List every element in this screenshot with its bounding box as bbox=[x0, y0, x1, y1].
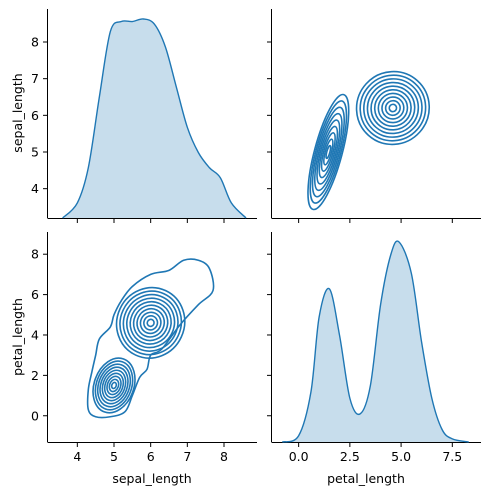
contour-mode2-level9 bbox=[359, 74, 427, 142]
axis-ticks: 4 5 6 7 8 0 2 4 6 8 4 5 6 7 8 0.0 2.5 5.0 7.5 bbox=[31, 35, 462, 465]
x-sepal-length-tick-label: 6 bbox=[147, 449, 155, 464]
x-axis-label-right: petal_length bbox=[327, 471, 405, 486]
contour-mode2-level9 bbox=[119, 290, 183, 356]
contour-mode2-level4 bbox=[377, 92, 409, 124]
panel-bottom-right bbox=[271, 232, 481, 443]
x-sepal-length-tick-label: 5 bbox=[110, 449, 118, 464]
y-sepal-length-tick-label: 6 bbox=[31, 108, 39, 123]
y-petal-length-tick-label: 8 bbox=[31, 247, 39, 262]
x-petal-length-tick-label: 0.0 bbox=[289, 449, 309, 464]
contour-mode2-level6 bbox=[370, 85, 416, 131]
y-sepal-length-tick-label: 8 bbox=[31, 35, 39, 50]
contour-mode1-level6 bbox=[99, 366, 129, 405]
y-sepal-length-tick-label: 7 bbox=[31, 71, 39, 86]
panel-top-right bbox=[271, 9, 481, 219]
contour-mode1-level9 bbox=[307, 93, 350, 211]
contour-mode1-level9 bbox=[92, 357, 136, 414]
contour-mode1-level4 bbox=[318, 125, 339, 179]
contour-mode2-level3 bbox=[381, 96, 405, 120]
contour-mode2-level1 bbox=[146, 318, 155, 328]
contour-mode1-level5 bbox=[101, 369, 127, 402]
contour-mode2-level2 bbox=[384, 99, 401, 117]
contour-mode1-level3 bbox=[106, 375, 122, 396]
x-petal-length-tick-label: 7.5 bbox=[442, 449, 462, 464]
y-petal-length-tick-label: 6 bbox=[31, 287, 39, 302]
contour-mode2-level10 bbox=[115, 286, 186, 359]
contour-mode2-level2 bbox=[143, 315, 159, 331]
panel-top-left bbox=[47, 9, 257, 219]
x-axis-label-left: sepal_length bbox=[112, 471, 191, 486]
x-sepal-length-tick-label: 4 bbox=[73, 449, 81, 464]
contour-mode2-level7 bbox=[366, 81, 420, 135]
contour-mode1-level2 bbox=[323, 138, 334, 166]
y-petal-length-tick-label: 2 bbox=[31, 368, 39, 383]
contour-mode1-level3 bbox=[320, 132, 336, 172]
contour-mode1-level7 bbox=[96, 363, 132, 408]
x-petal-length-tick-label: 5.0 bbox=[391, 449, 411, 464]
contour-mode1-level6 bbox=[313, 112, 343, 192]
y-axis-label-top: sepal_length bbox=[10, 73, 25, 152]
y-sepal-length-tick-label: 5 bbox=[31, 145, 39, 160]
kde-fill-sepal-length bbox=[62, 18, 246, 218]
kde-line-sepal-length bbox=[62, 18, 247, 219]
contour-mode1-level2 bbox=[108, 378, 120, 393]
y-petal-length-tick-label: 0 bbox=[31, 408, 39, 423]
contour-mode2-level4 bbox=[136, 307, 166, 338]
contour-mode1-level7 bbox=[311, 106, 345, 198]
contour-mode2-level7 bbox=[126, 297, 176, 349]
kde-fill-petal-length bbox=[282, 241, 469, 442]
x-sepal-length-tick-label: 8 bbox=[220, 449, 228, 464]
contour-mode2-level1 bbox=[388, 103, 398, 113]
x-petal-length-tick-label: 2.5 bbox=[340, 449, 360, 464]
contour-mode1-level8 bbox=[94, 360, 134, 411]
contour-mode1-level1 bbox=[325, 144, 332, 160]
x-sepal-length-tick-label: 7 bbox=[183, 449, 191, 464]
contour-mode2-level5 bbox=[373, 89, 412, 127]
kde-contours-upper bbox=[307, 70, 431, 211]
kde-contours-lower bbox=[86, 258, 215, 419]
contour-mode2-level10 bbox=[355, 70, 431, 146]
y-petal-length-tick-label: 4 bbox=[31, 327, 39, 342]
panel-bottom-left bbox=[47, 232, 257, 443]
y-sepal-length-tick-label: 4 bbox=[31, 181, 39, 196]
contour-mode2-level8 bbox=[363, 78, 423, 138]
contour-mode1-level1 bbox=[110, 381, 118, 390]
contour-mode1-level4 bbox=[103, 372, 125, 399]
contour-mode1-level8 bbox=[309, 100, 348, 204]
y-axis-label-bottom: petal_length bbox=[10, 298, 25, 376]
contour-mode2-level3 bbox=[139, 311, 162, 335]
contour-mode1-level5 bbox=[316, 119, 341, 185]
contour-mode2-level8 bbox=[122, 293, 179, 352]
contour-mode2-level5 bbox=[132, 304, 169, 342]
contour-outer bbox=[86, 258, 215, 419]
contour-mode2-level6 bbox=[129, 300, 172, 345]
kde-line-petal-length bbox=[282, 240, 469, 443]
